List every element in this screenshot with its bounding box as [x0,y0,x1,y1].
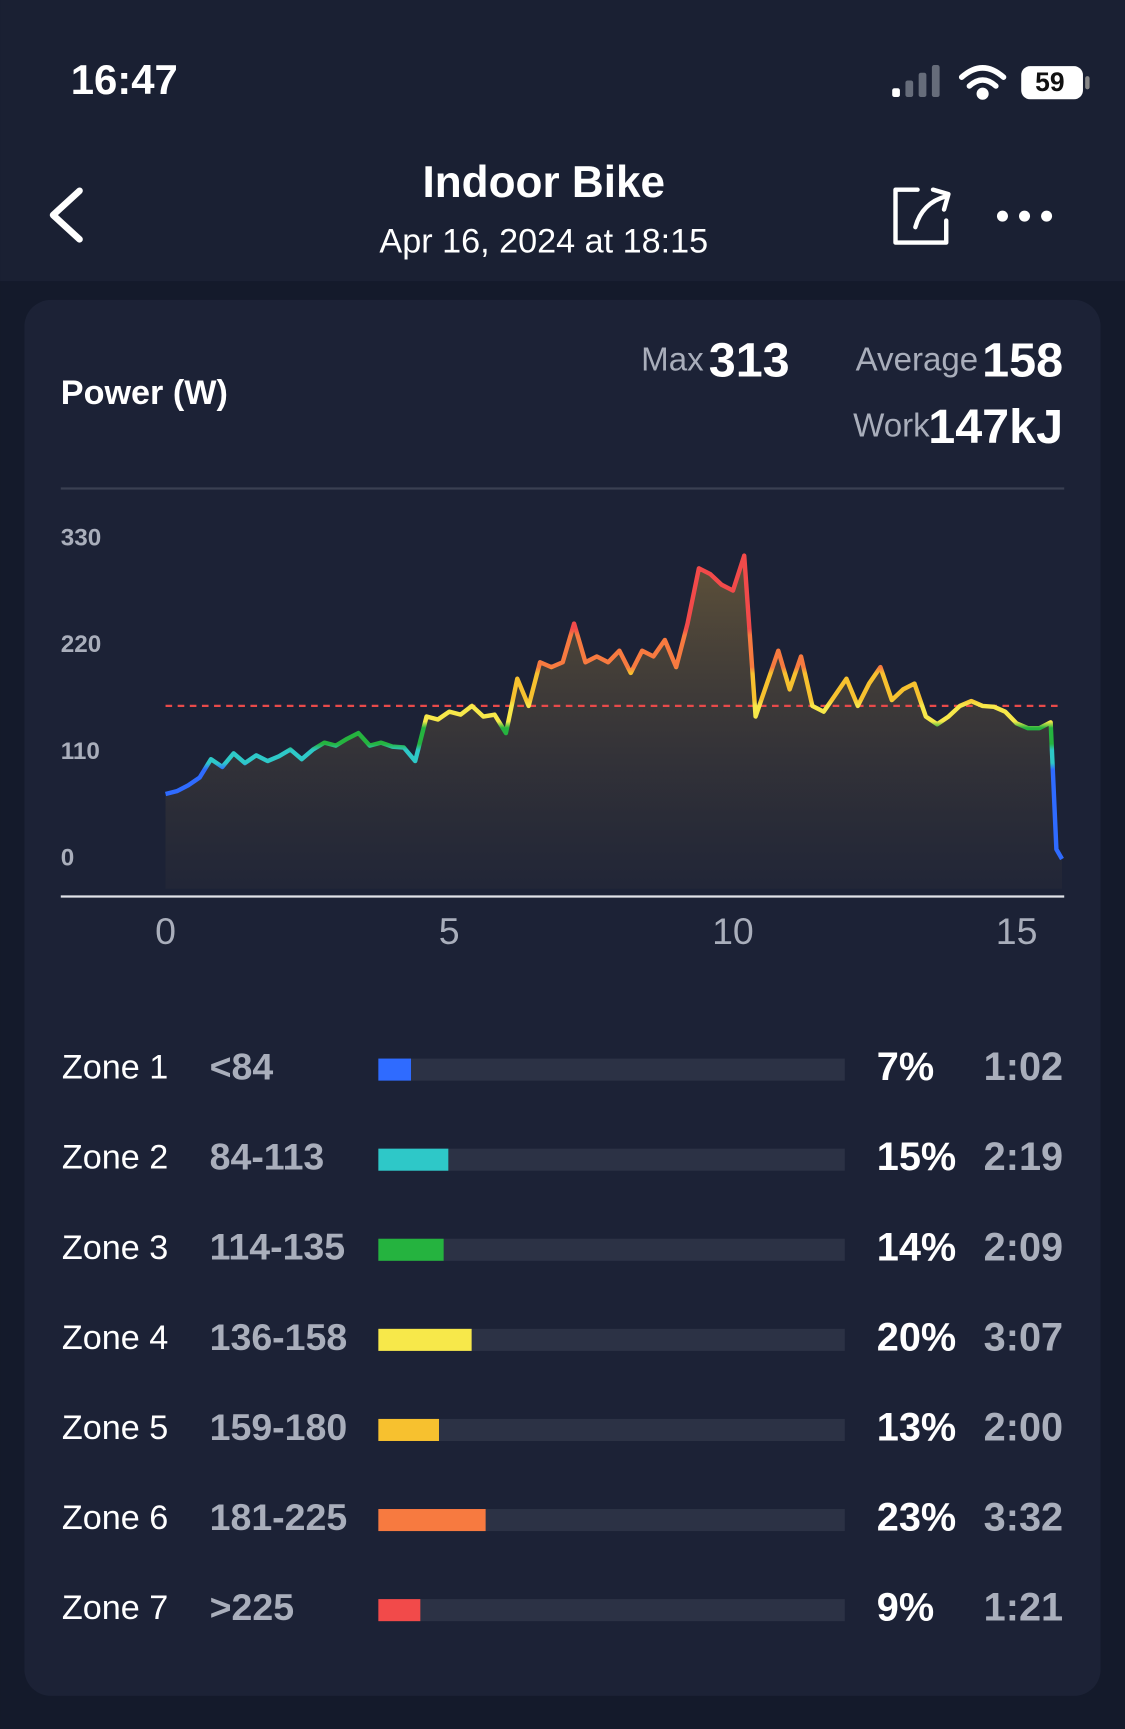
wifi-icon [958,65,1007,100]
average-value: 158 [982,334,1063,388]
zone-time: 2:09 [984,1225,1063,1269]
zone-time: 1:02 [984,1045,1063,1089]
zone-range: 84-113 [210,1136,325,1178]
zone-track [378,1509,845,1532]
zone-percent: 20% [877,1315,956,1359]
zone-range: <84 [210,1046,274,1088]
zone-bar [378,1509,486,1532]
zone-list: Zone 1 <84 7% 1:02 Zone 2 84-113 15% 2:19 Zone 3… [62,1045,1063,1630]
work-value: 147kJ [928,400,1063,454]
zone-percent: 9% [877,1586,934,1630]
power-area [165,555,1063,889]
zone-range: 159-180 [210,1406,348,1448]
share-button[interactable] [893,187,951,245]
zone-bar [378,1058,412,1081]
zone-bar [378,1599,421,1622]
zone-time: 3:32 [984,1496,1063,1540]
zone-track [378,1238,845,1261]
zone-name: Zone 1 [62,1049,168,1087]
max-label: Max [641,341,704,378]
zone-time: 3:07 [984,1315,1063,1359]
zone-bar [378,1238,444,1261]
zone-track [378,1418,845,1441]
zone-bar [378,1148,449,1171]
zone-track [378,1058,845,1081]
zone-time: 2:00 [984,1405,1063,1449]
zone-percent: 7% [877,1045,934,1089]
zone-time: 1:21 [984,1586,1063,1630]
zone-bar [378,1418,439,1441]
x-tick-label: 0 [155,910,176,952]
zone-track [378,1328,845,1351]
y-tick-label: 330 [61,525,101,552]
x-tick-label: 15 [996,910,1038,952]
average-label: Average [856,341,979,378]
y-tick-label: 110 [61,738,100,765]
power-line [164,553,1064,861]
zone-range: 114-135 [210,1226,345,1268]
zone-percent: 15% [877,1135,956,1179]
zone-percent: 23% [877,1496,956,1540]
zone-percent: 14% [877,1225,956,1269]
zone-bar [378,1328,472,1351]
signal-icon [892,65,940,98]
power-title: Power (W) [61,374,228,412]
y-tick-label: 220 [61,631,101,658]
zone-name: Zone 4 [62,1319,168,1357]
zone-name: Zone 2 [62,1139,168,1177]
y-tick-label: 0 [61,844,75,871]
power-card [24,299,1101,1696]
battery-tip [1085,76,1090,90]
zone-track [378,1599,845,1622]
battery-icon [1021,66,1083,100]
zone-name: Zone 3 [62,1229,168,1267]
top-bar [0,0,1125,282]
power-chart: 0 110 220 330 0 5 10 15 [61,525,1064,952]
status-time: 16:47 [71,56,178,103]
x-tick-label: 5 [439,910,460,952]
zone-name: Zone 6 [62,1499,168,1537]
battery-level: 59 [1035,67,1064,97]
page-subtitle: Apr 16, 2024 at 18:15 [379,223,708,261]
zone-range: >225 [210,1586,294,1628]
more-button[interactable] [996,210,1053,222]
zone-percent: 13% [877,1405,956,1449]
zone-name: Zone 5 [62,1409,168,1447]
zone-name: Zone 7 [62,1589,168,1627]
work-label: Work [853,408,930,445]
page-title: Indoor Bike [422,158,665,207]
back-button[interactable] [49,187,83,243]
zone-time: 2:19 [984,1135,1063,1179]
zone-track [378,1148,845,1171]
x-tick-label: 10 [712,910,754,952]
max-value: 313 [709,334,790,388]
zone-range: 181-225 [210,1496,348,1538]
zone-range: 136-158 [210,1316,348,1358]
